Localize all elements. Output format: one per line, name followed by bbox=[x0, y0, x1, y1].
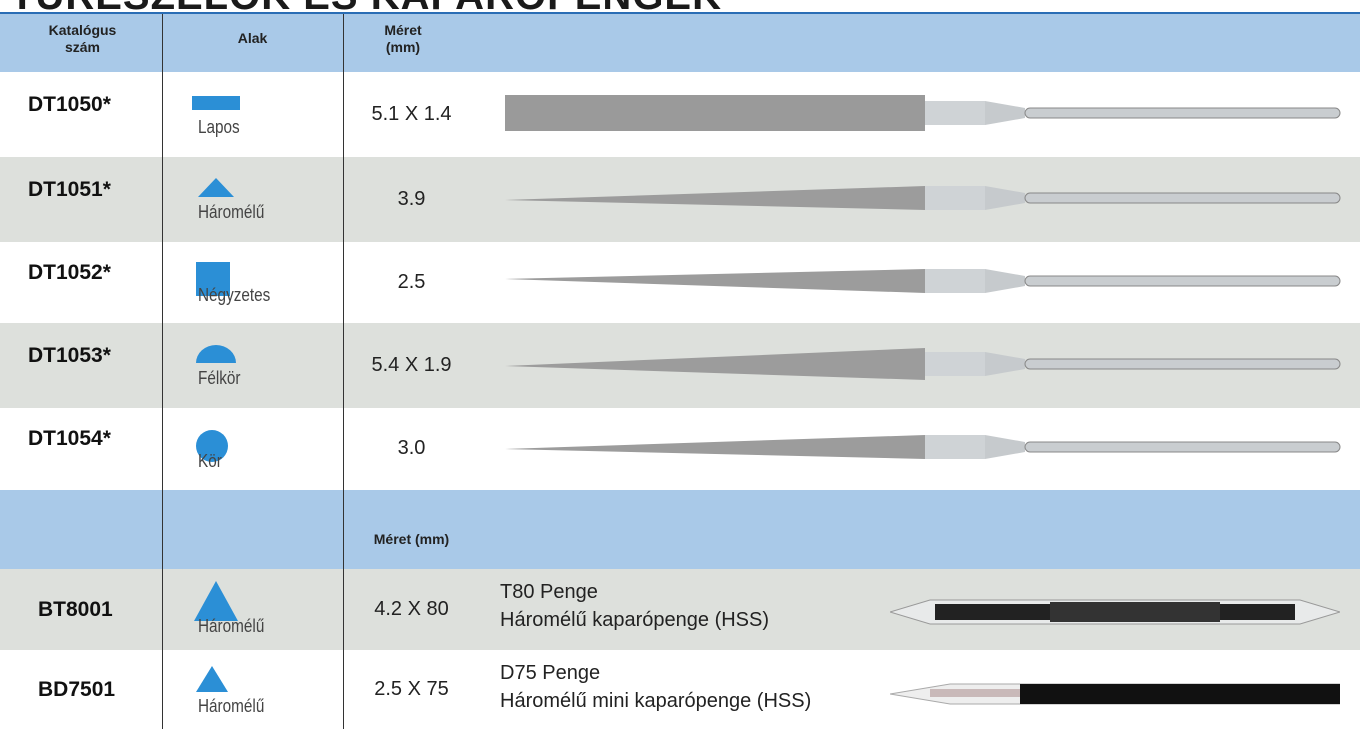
catalog-number: BT8001 bbox=[38, 597, 113, 621]
file-image bbox=[505, 185, 1341, 210]
blade-image bbox=[888, 599, 1342, 624]
size: 5.4 X 1.9 bbox=[371, 353, 452, 376]
size: 5.1 X 1.4 bbox=[371, 102, 452, 125]
section-header bbox=[0, 490, 1360, 569]
catalog-number: DT1050* bbox=[28, 92, 111, 116]
divider bbox=[343, 14, 344, 729]
rule bbox=[0, 12, 1360, 14]
shape-name: Négyzetes bbox=[198, 284, 271, 305]
file bbox=[505, 425, 1345, 474]
blade bbox=[889, 672, 1341, 717]
size: 4.2 X 80 bbox=[374, 597, 449, 620]
catalog-number: DT1052* bbox=[28, 260, 111, 284]
header-row bbox=[0, 14, 1360, 72]
divider bbox=[162, 14, 163, 729]
catalog-number: DT1054* bbox=[28, 427, 111, 450]
col-header: Méret (mm) bbox=[373, 531, 450, 547]
file bbox=[505, 259, 1345, 308]
col-header: Alak bbox=[237, 30, 268, 46]
col-header: Méret (mm) bbox=[384, 22, 422, 55]
blade-description: Háromélű mini kaparópenge (HSS) bbox=[500, 690, 812, 712]
size: 3.9 bbox=[397, 187, 426, 210]
shape-icon bbox=[190, 660, 242, 709]
shape-name: Félkör bbox=[198, 367, 241, 388]
shape-icon bbox=[190, 90, 242, 135]
file-image bbox=[505, 435, 1341, 459]
file bbox=[505, 342, 1345, 391]
file-image bbox=[505, 268, 1341, 293]
size: 2.5 X 75 bbox=[374, 677, 449, 700]
shape-name: Lapos bbox=[198, 116, 240, 137]
file bbox=[505, 176, 1345, 225]
file bbox=[505, 91, 1345, 140]
file-image bbox=[505, 347, 1341, 380]
size: 3.0 bbox=[397, 437, 426, 459]
blade-image bbox=[889, 683, 1341, 704]
blade-name: T80 Penge bbox=[500, 581, 598, 603]
blade-name: D75 Penge bbox=[500, 662, 601, 684]
file-image bbox=[505, 94, 1341, 131]
size: 2.5 bbox=[397, 270, 426, 293]
blade-description: Háromélű kaparópenge (HSS) bbox=[500, 609, 770, 631]
shape-icon bbox=[190, 579, 242, 628]
shape-name: Háromélű bbox=[198, 615, 265, 636]
col-header: Katalógus szám bbox=[48, 22, 117, 55]
catalog-number: BD7501 bbox=[38, 677, 116, 701]
shape-icon bbox=[190, 341, 242, 386]
shape-icon bbox=[190, 260, 242, 305]
catalog-number: DT1051* bbox=[28, 177, 111, 201]
shape-name: Kör bbox=[198, 451, 222, 471]
shape-icon bbox=[190, 426, 242, 471]
shape-name: Háromélű bbox=[198, 201, 265, 222]
blade bbox=[888, 592, 1342, 637]
shape-name: Háromélű bbox=[198, 695, 265, 716]
shape-icon bbox=[190, 175, 242, 220]
catalog-number: DT1053* bbox=[28, 343, 111, 367]
